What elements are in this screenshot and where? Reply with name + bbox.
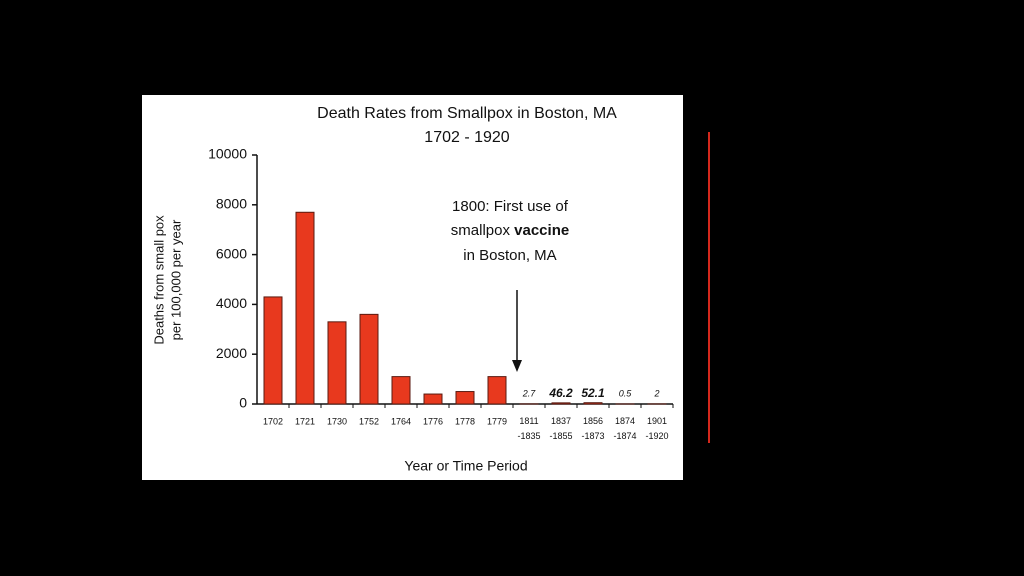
chart-subtitle: 1702 - 1920 [424, 129, 510, 146]
x-tick-label: 1779 [487, 416, 507, 426]
bar [583, 402, 603, 405]
x-tick-label: 1721 [295, 416, 315, 426]
x-tick-label: 1752 [359, 416, 379, 426]
annotation-bold: vaccine [514, 222, 569, 239]
x-tick-label: 1764 [391, 416, 411, 426]
chart-panel [142, 95, 683, 480]
y-axis-label: Deaths from small pox [151, 215, 166, 345]
chart-title: Death Rates from Smallpox in Boston, MA [317, 105, 617, 122]
annotation: 1800: First use of [452, 198, 569, 215]
y-tick-label: 8000 [216, 196, 247, 212]
chart: Death Rates from Smallpox in Boston, MA … [151, 105, 674, 474]
value-label: 46.2 [548, 386, 573, 400]
bar [455, 391, 475, 405]
y-tick-label: 4000 [216, 295, 247, 311]
bar [391, 376, 411, 405]
arrow-head [512, 360, 522, 372]
bar [327, 321, 347, 405]
bar [551, 402, 571, 405]
x-tick-label: 1778 [455, 416, 475, 426]
bar [295, 211, 315, 405]
bar [423, 393, 443, 405]
y-tick-label: 0 [239, 395, 247, 411]
value-label: 2 [653, 388, 659, 398]
y-axis-label: per 100,000 per year [168, 219, 183, 340]
y-tick-label: 10000 [208, 146, 247, 162]
bar [263, 296, 283, 405]
x-tick-label: 1856 -1873 [581, 416, 604, 441]
x-tick-label: 1702 [263, 416, 283, 426]
value-label: 2.7 [522, 388, 537, 398]
x-tick-label: 1811 -1835 [517, 416, 540, 441]
x-tick-label: 1901 -1920 [645, 416, 668, 441]
annotation: smallpox [451, 222, 511, 239]
x-tick-label: 1874 -1874 [613, 416, 636, 441]
value-label: 52.1 [581, 386, 605, 400]
x-axis-label: Year or Time Period [404, 458, 527, 474]
annotation: smallpox vaccine [451, 222, 569, 239]
bar [359, 313, 379, 405]
bar [487, 376, 507, 405]
x-tick-label: 1837 -1855 [549, 416, 572, 441]
y-tick-label: 6000 [216, 245, 247, 261]
y-tick-label: 2000 [216, 345, 247, 361]
x-tick-label: 1730 [327, 416, 347, 426]
value-label: 0.5 [619, 388, 633, 398]
annotation: in Boston, MA [463, 247, 556, 264]
x-tick-label: 1776 [423, 416, 443, 426]
